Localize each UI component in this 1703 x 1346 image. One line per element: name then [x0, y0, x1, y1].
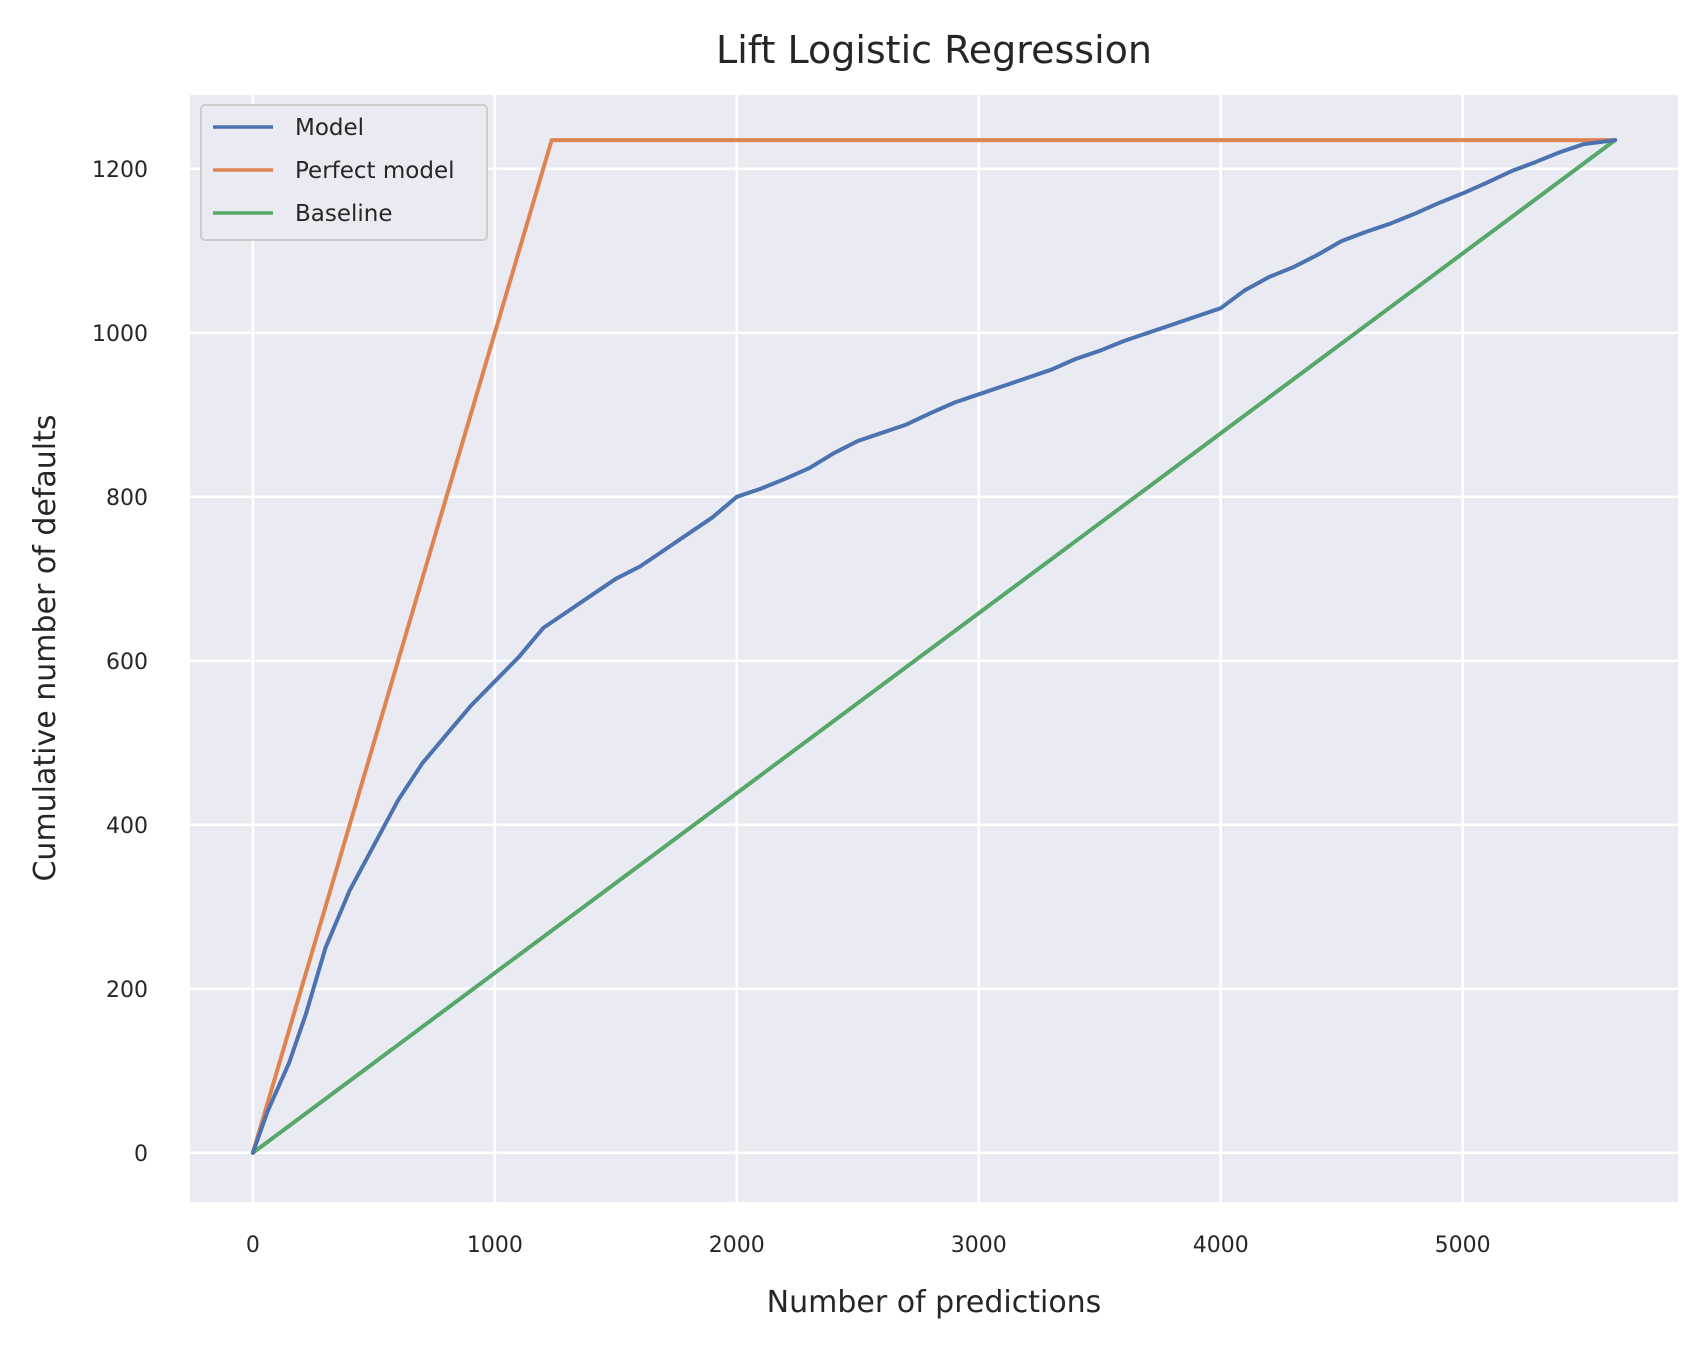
series-line-perfect-model: [250, 138, 1618, 1155]
x-tick-label: 1000: [467, 1233, 523, 1258]
x-tick-label: 4000: [1193, 1233, 1249, 1258]
legend: Model Perfect model Baseline: [200, 104, 488, 241]
legend-label-model: Model: [295, 115, 364, 141]
series-layer: [250, 138, 1618, 1155]
series-line-baseline: [250, 138, 1618, 1155]
series-line-model: [250, 138, 1618, 1155]
y-tick-label: 800: [106, 486, 148, 511]
gridlines: [190, 95, 1678, 1202]
legend-label-perfect-model: Perfect model: [295, 158, 455, 184]
legend-label-baseline: Baseline: [295, 201, 393, 227]
y-tick-label: 400: [106, 814, 148, 839]
x-axis-label: Number of predictions: [767, 1285, 1102, 1320]
chart-title: Lift Logistic Regression: [716, 28, 1152, 72]
y-tick-label: 1200: [92, 158, 148, 183]
x-tick-label: 2000: [709, 1233, 765, 1258]
tick-labels: 0 1000 2000 3000 4000 5000 0 200 400 600 800 1000 12…: [92, 158, 1491, 1258]
x-tick-label: 5000: [1435, 1233, 1491, 1258]
legend-box: [200, 104, 488, 241]
x-tick-label: 0: [246, 1233, 260, 1258]
y-tick-label: 600: [106, 650, 148, 675]
y-tick-label: 1000: [92, 322, 148, 347]
y-tick-label: 200: [106, 978, 148, 1003]
y-axis-label: Cumulative number of defaults: [28, 414, 63, 881]
x-tick-label: 3000: [951, 1233, 1007, 1258]
y-tick-label: 0: [134, 1142, 148, 1167]
